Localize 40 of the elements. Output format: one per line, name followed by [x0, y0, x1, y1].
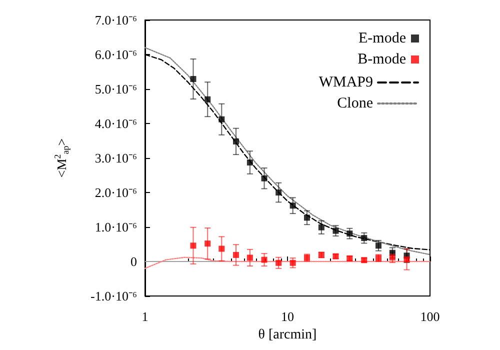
point: [204, 96, 211, 102]
point: [276, 260, 282, 266]
point: [276, 190, 282, 196]
y-tick-label: 3.0·10⁻⁶: [94, 150, 137, 166]
y-tick-label: -1.0·10⁻⁶: [90, 288, 137, 304]
legend-label: B-mode: [358, 52, 406, 68]
y-tick-label: 1.0·10⁻⁶: [94, 220, 137, 234]
point: [361, 235, 368, 242]
point: [261, 175, 268, 182]
legend-label: WMAP9: [318, 74, 373, 90]
point: [290, 202, 296, 209]
point: [375, 242, 382, 249]
y-tick-label: 0: [130, 254, 137, 269]
point: [204, 240, 211, 247]
point: [218, 116, 225, 122]
y-axis-title: <M2ap>: [52, 138, 70, 178]
point: [261, 256, 268, 263]
point: [332, 228, 339, 234]
legend-label: Clone: [337, 96, 374, 112]
point: [190, 76, 196, 82]
x-tick-label: 1: [142, 309, 148, 324]
x-tick-label: 100: [420, 309, 440, 324]
legend-label: E-mode: [358, 30, 406, 46]
x-axis-title: θ [arcmin]: [258, 327, 317, 342]
y-tick-label: 6.0·10⁻⁶: [94, 47, 137, 62]
y-tick-label: 7.0·10⁻⁶: [94, 12, 137, 28]
point: [190, 242, 196, 249]
point: [304, 214, 310, 221]
point: [246, 159, 253, 166]
point: [218, 246, 225, 252]
point: [232, 138, 239, 144]
point: [246, 254, 253, 261]
point: [318, 224, 324, 230]
y-tick-label: 5.0·10⁻⁶: [94, 82, 137, 96]
x-tick-label: 10: [281, 309, 294, 324]
point: [346, 230, 353, 237]
y-tick-label: 4.0·10⁻⁶: [94, 116, 137, 131]
point: [290, 260, 296, 266]
y-tick-label: 2.0·10⁻⁶: [94, 185, 137, 200]
point: [232, 252, 239, 258]
